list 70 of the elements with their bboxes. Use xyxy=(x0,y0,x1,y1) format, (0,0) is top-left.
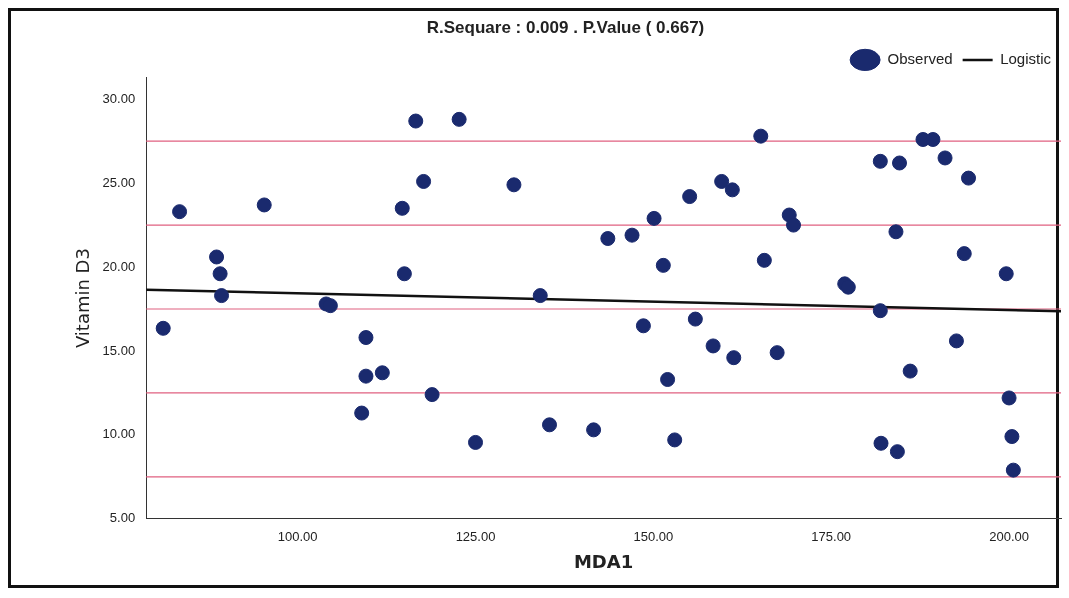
point xyxy=(209,249,225,265)
point xyxy=(786,217,802,233)
point xyxy=(687,311,703,327)
point xyxy=(1005,462,1021,478)
y-tick-label: 15.00 xyxy=(102,342,136,358)
y-tick-label: 30.00 xyxy=(102,90,136,106)
y-tick-label: 5.00 xyxy=(109,510,136,526)
point xyxy=(256,197,272,213)
chart-title: R.Sequare : 0.009 . P.Value ( 0.667) xyxy=(426,17,705,37)
point xyxy=(172,204,188,220)
point xyxy=(655,257,671,273)
point xyxy=(214,288,230,304)
point xyxy=(600,231,616,247)
legend-label: Observed xyxy=(887,50,953,68)
point xyxy=(948,333,964,349)
x-tick-label: 175.00 xyxy=(811,529,852,545)
point xyxy=(998,266,1014,282)
point xyxy=(155,320,171,336)
point xyxy=(937,150,953,166)
y-axis-title: Vitamin D3 xyxy=(72,248,94,349)
point xyxy=(925,132,941,147)
point xyxy=(451,111,467,127)
point xyxy=(416,173,432,189)
point xyxy=(889,444,905,460)
point xyxy=(646,210,662,226)
point xyxy=(624,227,640,243)
y-tick-label: 10.00 xyxy=(102,426,136,442)
point xyxy=(586,422,602,438)
point xyxy=(753,128,769,144)
point xyxy=(956,246,972,262)
point xyxy=(714,173,730,189)
x-tick-label: 100.00 xyxy=(277,529,318,545)
y-tick-label: 25.00 xyxy=(102,174,136,190)
point xyxy=(212,266,228,282)
point xyxy=(667,432,683,448)
point xyxy=(892,155,908,171)
y-tick-label: 20.00 xyxy=(102,258,136,274)
point xyxy=(354,405,370,421)
point xyxy=(660,372,676,387)
point xyxy=(873,435,889,451)
point xyxy=(396,266,412,282)
point xyxy=(468,434,484,450)
point xyxy=(374,365,390,381)
point xyxy=(506,177,522,193)
point xyxy=(902,363,918,379)
point xyxy=(888,224,904,240)
x-tick-label: 150.00 xyxy=(633,529,674,545)
point xyxy=(424,387,440,403)
point xyxy=(961,170,977,186)
point xyxy=(682,189,698,205)
point xyxy=(1001,390,1017,406)
point xyxy=(872,303,888,319)
point xyxy=(705,338,721,354)
point xyxy=(872,153,888,169)
legend-label: Logistic xyxy=(1000,50,1052,68)
point xyxy=(408,113,424,129)
point xyxy=(1004,429,1020,445)
point xyxy=(394,200,410,216)
point xyxy=(724,182,740,198)
point xyxy=(358,330,374,346)
point xyxy=(635,318,651,334)
x-tick-label: 125.00 xyxy=(455,529,496,545)
point xyxy=(542,417,557,433)
point xyxy=(756,252,772,268)
point xyxy=(532,288,548,304)
point xyxy=(769,345,785,361)
x-tick-label: 200.00 xyxy=(989,529,1029,545)
point xyxy=(726,350,742,366)
x-axis-title: MDA1 xyxy=(573,550,634,572)
point xyxy=(358,368,374,384)
